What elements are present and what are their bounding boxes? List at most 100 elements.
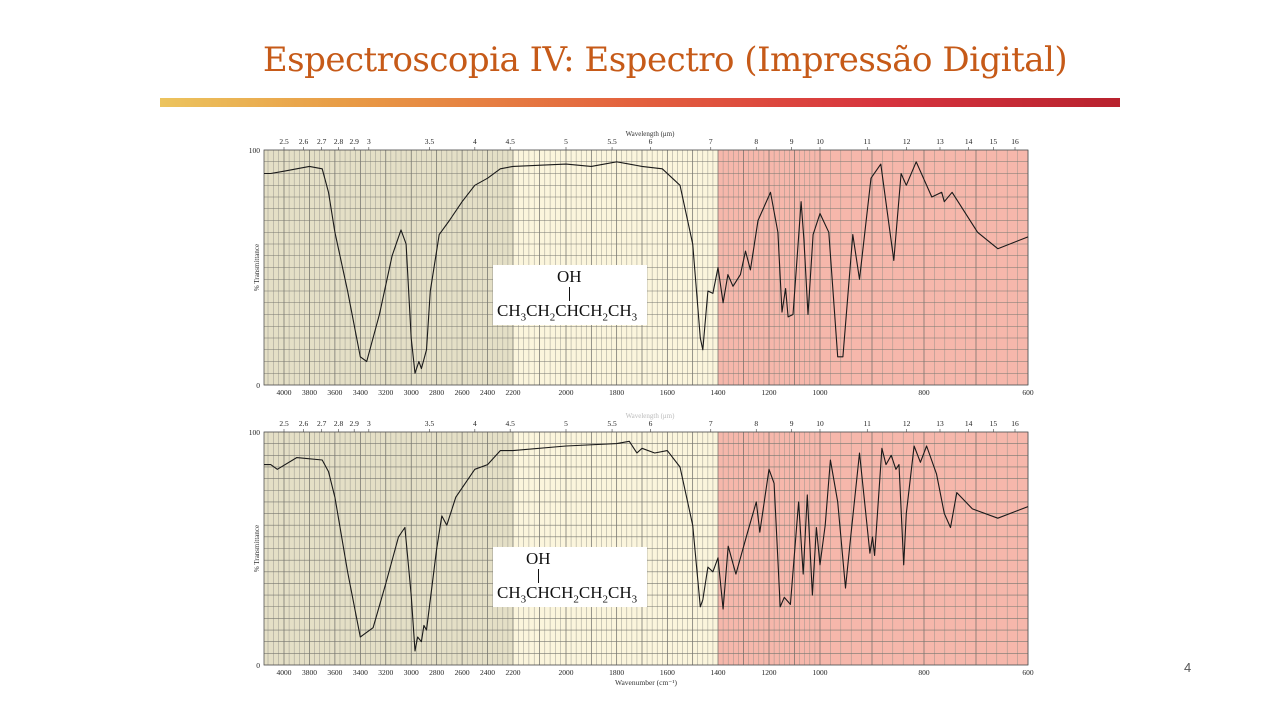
- spectrum-line: [264, 161, 1029, 374]
- top-tick-label: 4.5: [505, 137, 515, 146]
- top-tick-label: 12: [903, 419, 911, 428]
- x-tick-label: 1800: [609, 668, 624, 677]
- top-tick-label: 16: [1011, 137, 1019, 146]
- x-tick-label: 2600: [455, 388, 470, 397]
- x-tick-label: 1200: [762, 388, 777, 397]
- top-tick-label: 13: [936, 419, 944, 428]
- x-tick-label: 4000: [277, 668, 292, 677]
- top-tick-label: 4: [473, 419, 477, 428]
- x-tick-label: 1400: [711, 668, 726, 677]
- x-tick-label: 2600: [455, 668, 470, 677]
- top-tick-label: 2.5: [279, 137, 289, 146]
- top-axis-label: Wavelength (μm): [626, 130, 676, 138]
- bond-line: [538, 569, 539, 583]
- structure-2-pentanol: OH CH3CHCH2CH2CH3: [493, 547, 647, 607]
- top-tick-label: 2.6: [299, 419, 309, 428]
- top-tick-label: 2.5: [279, 419, 289, 428]
- x-tick-label: 2000: [559, 388, 574, 397]
- x-tick-label: 1600: [660, 668, 675, 677]
- x-tick-label: 3800: [302, 388, 317, 397]
- top-tick-label: 15: [990, 419, 998, 428]
- x-tick-label: 1400: [711, 388, 726, 397]
- top-tick-label: 11: [864, 137, 871, 146]
- top-axis-label: Wavelength (μm): [626, 412, 676, 420]
- top-tick-label: 5.5: [607, 419, 617, 428]
- plot-frame: [263, 431, 1029, 666]
- top-tick-label: 15: [990, 137, 998, 146]
- top-tick-label: 4: [473, 137, 477, 146]
- top-tick-label: 2.7: [317, 419, 327, 428]
- page-number: 4: [1184, 660, 1192, 675]
- x-axis-label: Wavenumber (cm⁻¹): [615, 678, 678, 687]
- top-tick-label: 10: [816, 137, 824, 146]
- top-tick-label: 4.5: [505, 419, 515, 428]
- top-tick-label: 5: [564, 137, 568, 146]
- top-tick-label: 2.6: [299, 137, 309, 146]
- top-tick-label: 8: [754, 419, 758, 428]
- top-tick-label: 7: [709, 419, 713, 428]
- top-tick-label: 2.9: [350, 419, 360, 428]
- x-tick-label: 2800: [429, 388, 444, 397]
- x-tick-label: 2200: [506, 388, 521, 397]
- top-tick-label: 2.8: [334, 419, 344, 428]
- top-tick-label: 2.7: [317, 137, 327, 146]
- x-tick-label: 3400: [353, 668, 368, 677]
- x-tick-label: 2400: [480, 668, 495, 677]
- top-tick-label: 5.5: [607, 137, 617, 146]
- top-tick-label: 3: [367, 137, 371, 146]
- top-tick-label: 6: [649, 419, 653, 428]
- top-tick-label: 13: [936, 137, 944, 146]
- x-tick-label: 1000: [813, 668, 828, 677]
- top-tick-label: 3.5: [425, 137, 435, 146]
- x-tick-label: 3200: [378, 388, 393, 397]
- x-tick-label: 3000: [404, 388, 419, 397]
- top-tick-label: 8: [754, 137, 758, 146]
- top-tick-label: 10: [816, 419, 824, 428]
- spectrum-line: [264, 440, 1029, 652]
- hydroxyl-label: OH: [526, 549, 551, 568]
- top-tick-label: 11: [864, 419, 871, 428]
- x-tick-label: 3800: [302, 668, 317, 677]
- x-tick-label: 1200: [762, 668, 777, 677]
- x-tick-label: 2400: [480, 388, 495, 397]
- x-tick-label: 1600: [660, 388, 675, 397]
- top-tick-label: 3: [367, 419, 371, 428]
- top-tick-label: 9: [790, 137, 794, 146]
- top-tick-label: 16: [1011, 419, 1019, 428]
- y-tick-label: 100: [249, 146, 261, 155]
- hydroxyl-label: OH: [557, 267, 582, 286]
- x-tick-label: 800: [918, 388, 930, 397]
- top-tick-label: 14: [965, 419, 973, 428]
- x-tick-label: 2000: [559, 668, 574, 677]
- top-tick-label: 12: [903, 137, 911, 146]
- structure-formula: CH3CH2CHCH2CH3: [497, 301, 638, 324]
- x-tick-label: 3000: [404, 668, 419, 677]
- top-tick-label: 5: [564, 419, 568, 428]
- y-axis-label: % Transmittance: [253, 244, 261, 291]
- x-tick-label: 2200: [506, 668, 521, 677]
- y-tick-label: 100: [249, 428, 261, 437]
- y-tick-label: 0: [256, 381, 260, 390]
- x-tick-label: 800: [918, 668, 930, 677]
- x-tick-label: 600: [1022, 668, 1034, 677]
- x-tick-label: 1800: [609, 388, 624, 397]
- x-tick-label: 3200: [378, 668, 393, 677]
- top-tick-label: 14: [965, 137, 973, 146]
- x-tick-label: 3600: [327, 668, 342, 677]
- top-tick-label: 2.9: [350, 137, 360, 146]
- x-tick-label: 3400: [353, 388, 368, 397]
- x-tick-label: 4000: [277, 388, 292, 397]
- y-axis-label: % Transmittance: [253, 525, 261, 572]
- x-tick-label: 2800: [429, 668, 444, 677]
- top-tick-label: 2.8: [334, 137, 344, 146]
- title-accent-bar: [160, 98, 1120, 107]
- x-tick-label: 3600: [327, 388, 342, 397]
- plot-frame: [263, 149, 1029, 386]
- top-tick-label: 3.5: [425, 419, 435, 428]
- x-tick-label: 1000: [813, 388, 828, 397]
- slide-title: Espectroscopia IV: Espectro (Impressão D…: [262, 40, 1068, 80]
- structure-3-pentanol: OH CH3CH2CHCH2CH3: [493, 265, 647, 325]
- top-tick-label: 7: [709, 137, 713, 146]
- top-tick-label: 9: [790, 419, 794, 428]
